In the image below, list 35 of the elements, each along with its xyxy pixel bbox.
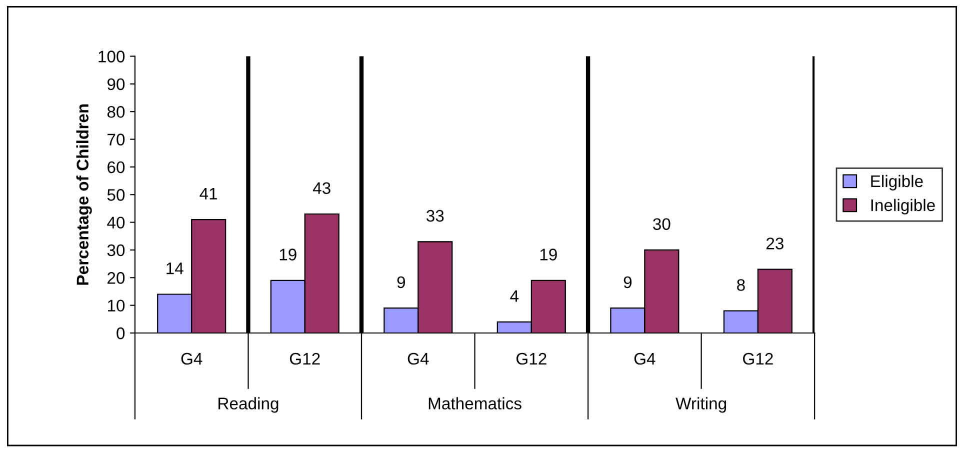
x-tick-label: G4 <box>634 352 656 365</box>
data-label: 9 <box>624 276 632 288</box>
x-tick-label: G12 <box>290 352 320 365</box>
y-tick-label: 70 <box>108 134 125 146</box>
y-tick-label: 20 <box>108 272 125 284</box>
x-tick-label: G12 <box>516 352 546 365</box>
x-tick-label: G4 <box>408 352 429 365</box>
data-label: 14 <box>166 262 184 274</box>
y-tick-label: 30 <box>107 244 125 256</box>
y-tick-label: 10 <box>108 300 125 312</box>
data-label: 9 <box>397 276 405 288</box>
data-label: 8 <box>737 279 745 291</box>
y-tick-label: 40 <box>107 216 125 229</box>
data-label: 30 <box>653 218 670 230</box>
y-tick-label: 100 <box>98 50 125 62</box>
text: Mathematics <box>428 397 522 410</box>
text: Writing <box>676 397 726 413</box>
data-label: 19 <box>540 248 557 260</box>
data-label: 43 <box>312 182 330 194</box>
y-tick-label: 60 <box>108 161 125 174</box>
legend-label: Ineligible <box>871 198 935 214</box>
data-label: 19 <box>280 248 296 260</box>
y-axis-title: Percentage of Children <box>76 104 92 285</box>
data-label: 41 <box>200 188 218 200</box>
data-label: 23 <box>766 238 784 250</box>
x-tick-label: G12 <box>743 352 773 365</box>
text: Reading <box>218 397 278 413</box>
y-tick-label: 80 <box>107 106 125 118</box>
y-tick-label: 0 <box>116 327 125 340</box>
x-tick-label: G4 <box>181 352 202 365</box>
y-tick-label: 50 <box>107 189 125 201</box>
data-label: 4 <box>510 290 519 302</box>
legend-label: Eligible <box>871 174 923 190</box>
data-label: 33 <box>426 210 444 222</box>
y-tick-label: 90 <box>107 78 125 90</box>
